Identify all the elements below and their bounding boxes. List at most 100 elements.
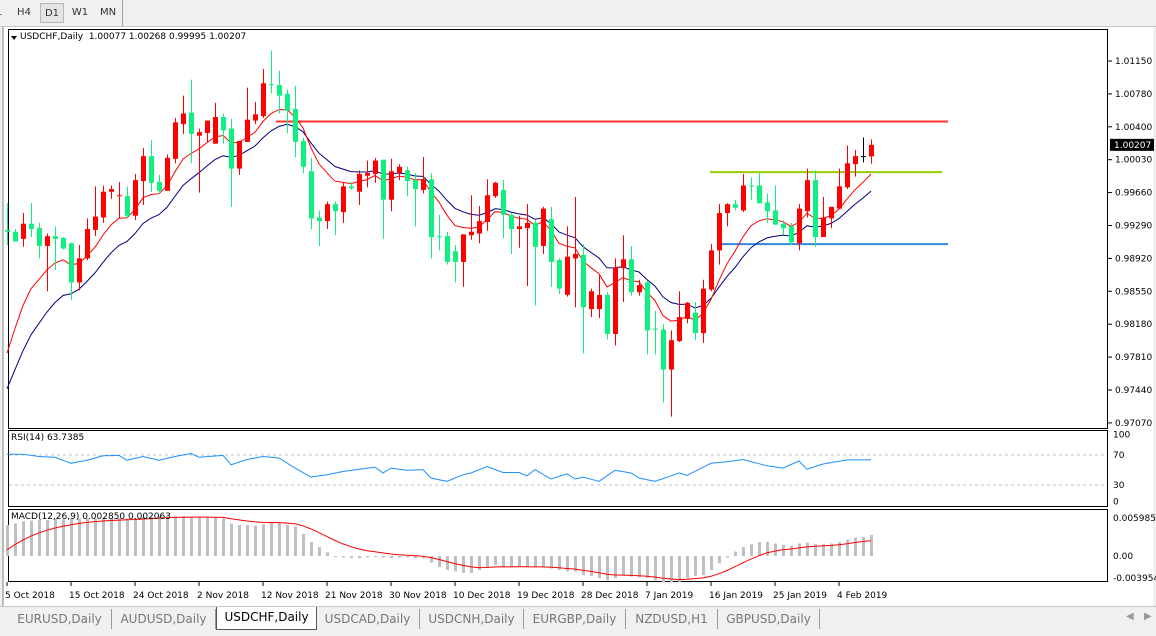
candle-body (245, 119, 250, 142)
chart-tab[interactable]: GBPUSD,Daily (718, 609, 820, 629)
macd-bar (598, 556, 601, 579)
main-plot-border (8, 29, 1108, 429)
candle-body (229, 128, 234, 169)
macd-bar (590, 556, 593, 576)
chart-tab[interactable]: NZDUSD,H1 (626, 609, 718, 629)
candle-body (821, 217, 826, 238)
candles (5, 50, 874, 417)
macd-bar (430, 556, 433, 563)
candle-body (373, 160, 378, 174)
arrow-right-icon[interactable]: ▶ (1144, 611, 1152, 622)
date-tick-label: 12 Nov 2018 (261, 591, 319, 601)
toolbar-divider (122, 0, 123, 26)
timeframe-d1-button[interactable]: D1 (40, 3, 64, 23)
candle-body (621, 259, 626, 269)
price-chart[interactable]: 1.01150 1.00780 1.00400 1.00030 0.99660 0.992… (0, 0, 1156, 606)
macd-bar (414, 556, 417, 559)
macd-bar (302, 533, 305, 556)
macd-bar (382, 556, 385, 558)
macd-bar (126, 518, 129, 556)
candle-body (117, 195, 122, 197)
macd-bar (230, 523, 233, 556)
arrow-left-icon[interactable]: ◀ (1126, 611, 1134, 622)
candle-body (637, 285, 642, 293)
macd-header: MACD(12,26,9) 0.002850 0.002063 (11, 512, 171, 522)
candle-body (797, 208, 802, 244)
macd-bar (254, 525, 257, 556)
macd-histogram (6, 516, 873, 583)
macd-bar (94, 518, 97, 556)
macd-bar (758, 541, 761, 556)
macd-bar (854, 537, 857, 556)
candle-body (581, 254, 586, 308)
candle-body (597, 294, 602, 310)
candle-body (365, 173, 370, 176)
candle-body (805, 180, 810, 212)
candle-body (485, 195, 490, 222)
macd-bar (526, 556, 529, 568)
chart-tab[interactable]: AUDUSD,Daily (112, 609, 216, 629)
price-tick-label: 0.97070 (1115, 419, 1152, 429)
chart-tab[interactable]: EURUSD,Daily (8, 609, 112, 629)
candle-body (269, 84, 274, 86)
candle-body (53, 236, 58, 239)
macd-bar (374, 556, 377, 557)
date-tick-label: 2 Nov 2018 (197, 591, 249, 601)
macd-bar (142, 516, 145, 556)
candle-body (149, 156, 154, 183)
rsi-tick-label: 100 (1113, 431, 1130, 441)
candle-body (813, 180, 818, 238)
timeframe-h4-button[interactable]: H4 (17, 7, 31, 18)
macd-bar (638, 556, 641, 578)
rsi-tick-label: 30 (1113, 481, 1125, 491)
candle-body (525, 222, 530, 229)
chart-tab[interactable]: EURGBP,Daily (524, 609, 626, 629)
macd-bar (310, 541, 313, 556)
candle-body (445, 236, 450, 262)
triangle-down-icon[interactable] (11, 36, 17, 40)
candle-body (533, 222, 538, 247)
timeframe-button-partial[interactable]: 1 (0, 3, 2, 23)
macd-bar (390, 556, 393, 559)
chart-tab[interactable]: USDCAD,Daily (316, 609, 420, 629)
macd-bar (134, 518, 137, 556)
macd-bar (422, 556, 425, 559)
macd-bar (798, 543, 801, 556)
macd-bar (846, 539, 849, 556)
macd-bar (326, 552, 329, 556)
macd-bar (662, 556, 665, 583)
candle-body (157, 181, 162, 191)
candle-body (213, 117, 218, 144)
timeframe-mn-button[interactable]: MN (99, 7, 117, 18)
candle-body (645, 282, 650, 331)
candle-body (205, 120, 210, 134)
macd-bar (822, 544, 825, 556)
macd-bar (350, 556, 353, 559)
candle-body (773, 210, 778, 225)
price-tick-label: 0.98550 (1115, 287, 1152, 297)
macd-bar (102, 518, 105, 556)
macd-bar (470, 556, 473, 573)
chart-tab[interactable]: USDCHF,Daily (216, 607, 317, 630)
candle-body (701, 288, 706, 334)
chart-tab[interactable]: USDCNH,Daily (420, 609, 524, 629)
macd-bar (6, 525, 9, 556)
macd-bar (446, 556, 449, 571)
candle-body (381, 159, 386, 200)
timeframe-w1-button[interactable]: W1 (71, 7, 89, 18)
candle-body (77, 258, 82, 283)
candle-body (741, 185, 746, 211)
candle-body (669, 340, 674, 370)
price-tick-label: 1.00780 (1115, 90, 1152, 100)
candle-body (589, 291, 594, 310)
rsi-plot-border (8, 430, 1108, 507)
macd-bar (262, 524, 265, 556)
macd-bar (238, 525, 241, 556)
candle-body (109, 189, 114, 192)
candle-body (829, 206, 834, 219)
candle-body (653, 328, 658, 330)
chart-header: USDCHF,Daily 1.00077 1.00268 0.99995 1.0… (20, 32, 246, 42)
current-price-badge (1110, 138, 1154, 151)
price-tick-label: 0.97440 (1115, 386, 1152, 396)
current-price-label: 1.00207 (1114, 141, 1151, 151)
